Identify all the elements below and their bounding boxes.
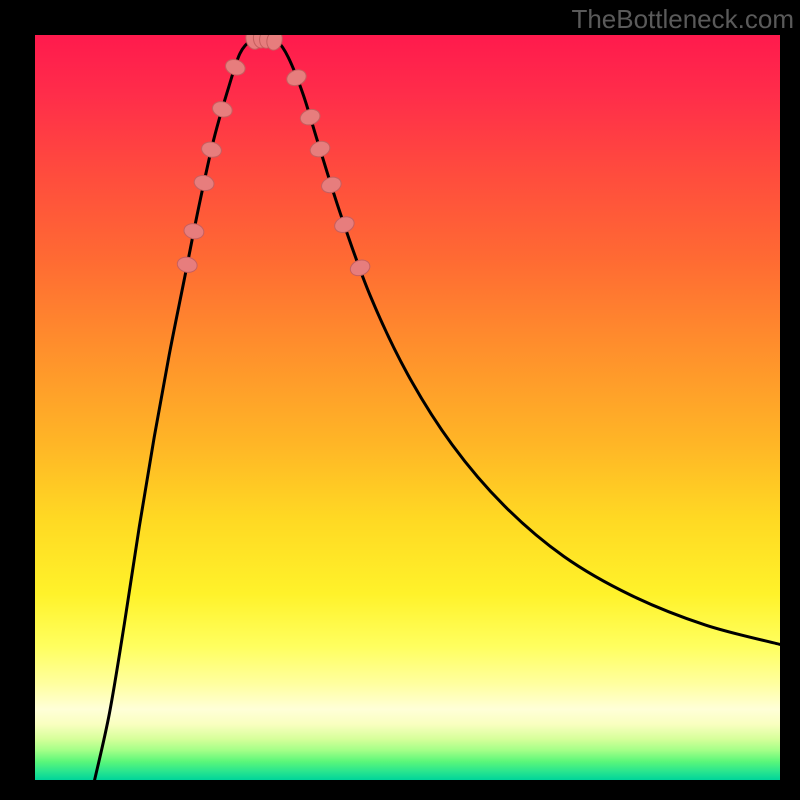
watermark-text: TheBottleneck.com (571, 4, 794, 35)
chart-container: TheBottleneck.com (0, 0, 800, 800)
gradient-background (35, 35, 780, 780)
v-curve-chart (0, 0, 800, 800)
